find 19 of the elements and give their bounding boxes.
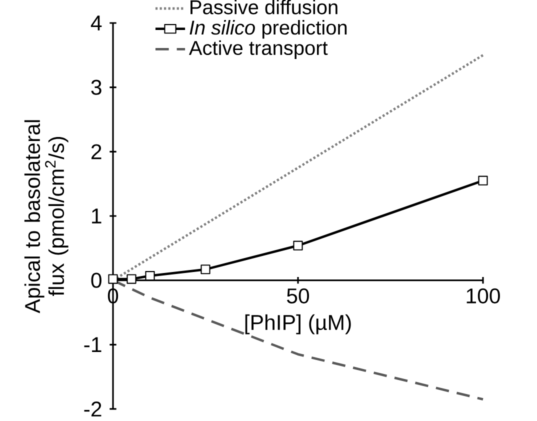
legend-label: In silico prediction bbox=[190, 20, 347, 39]
y-tick-label: 0 bbox=[91, 272, 102, 288]
point bbox=[293, 240, 303, 250]
point bbox=[108, 274, 118, 284]
point bbox=[145, 271, 155, 281]
y-tick-label: 1 bbox=[92, 208, 102, 224]
y-tick-label: -2 bbox=[84, 402, 102, 416]
x-tick-label: 50 bbox=[286, 288, 310, 304]
x-axis-title: [PhIP] (µM) bbox=[245, 314, 351, 334]
legend-label: Active transport bbox=[188, 40, 328, 59]
point bbox=[126, 274, 136, 284]
point bbox=[200, 264, 210, 274]
legend-label: Passive diffusion bbox=[190, 0, 338, 14]
x-tick-label: 100 bbox=[466, 288, 500, 304]
y-tick-label: 4 bbox=[90, 16, 102, 30]
point bbox=[478, 176, 488, 186]
y-tick-label: 2 bbox=[91, 144, 102, 160]
y-tick-label: 3 bbox=[91, 80, 102, 95]
y-tick-label: -1 bbox=[84, 337, 102, 352]
